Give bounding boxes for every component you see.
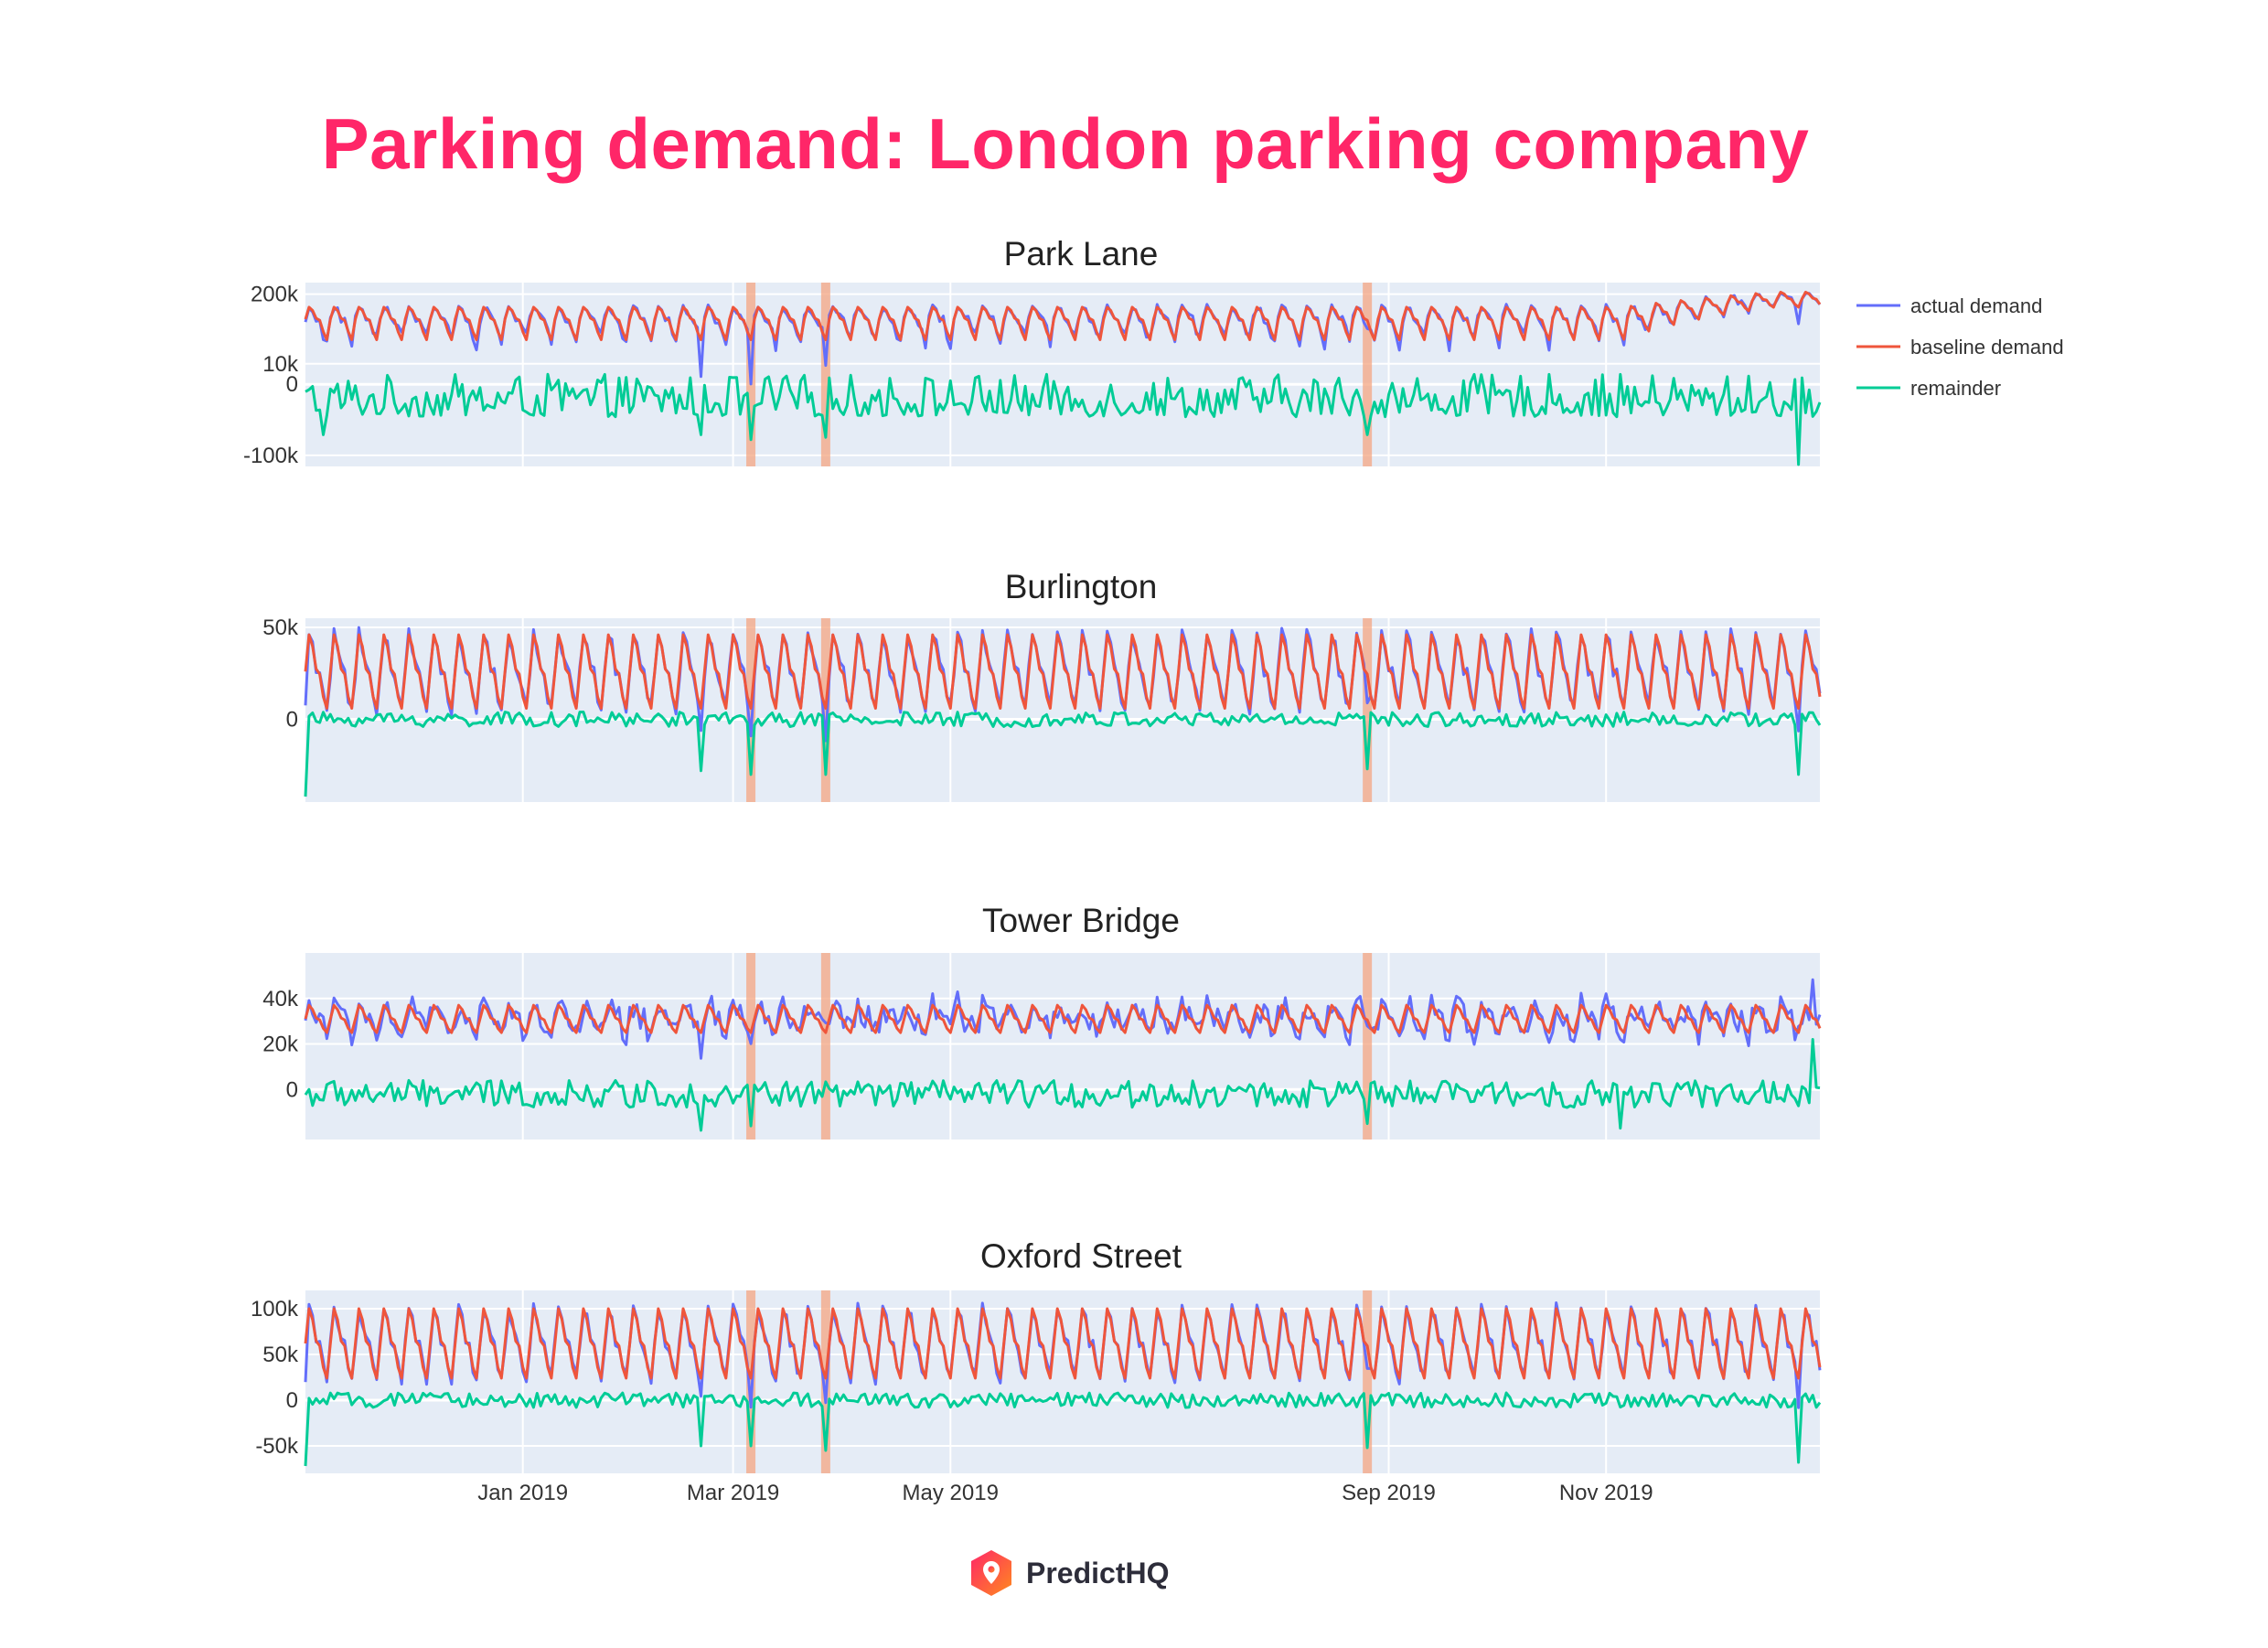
panel-burlington: Burlington 50k 0: [262, 568, 1822, 802]
series-line-remainder: [305, 372, 1822, 466]
y-tick-label: 0: [286, 1388, 298, 1413]
series-line-remainder: [304, 1038, 1821, 1132]
panel-title: Park Lane: [1004, 235, 1159, 273]
chart-panels: Park Lane200k10k0-100kBurlington50k0Towe…: [243, 235, 1822, 1473]
panel-oxford-street: Oxford Street 100k 50k 0 -50k: [251, 1237, 1822, 1473]
event-band: [820, 618, 830, 802]
y-tick-label: 50k: [262, 615, 299, 640]
series-line-remainder: [304, 711, 1822, 797]
event-band: [820, 283, 830, 466]
panel-tower-bridge: Tower Bridge 40k 20k 0: [262, 902, 1822, 1140]
y-tick-label: 40k: [262, 987, 299, 1011]
event-band: [1363, 953, 1373, 1140]
event-band: [746, 1290, 756, 1473]
event-band: [746, 953, 756, 1140]
legend-item: remainder: [1910, 377, 2001, 400]
y-tick-label: 20k: [262, 1033, 299, 1057]
panel-title: Tower Bridge: [982, 902, 1180, 939]
event-band: [820, 953, 830, 1140]
panel-title: Burlington: [1005, 568, 1158, 605]
y-tick-label: 50k: [262, 1343, 299, 1367]
footer-brand: PredictHQ: [1026, 1556, 1170, 1589]
x-tick-label: May 2019: [903, 1481, 999, 1505]
series-line-baseline-demand: [304, 1003, 1822, 1034]
page-title: Parking demand: London parking company: [321, 103, 1810, 184]
plot-area: [305, 953, 1820, 1140]
y-tick-label: 0: [286, 1077, 298, 1102]
y-tick-label: 200k: [251, 283, 299, 307]
panel-title: Oxford Street: [980, 1237, 1182, 1275]
series-line-remainder: [304, 1391, 1822, 1467]
legend-item: baseline demand: [1910, 336, 2064, 358]
legend-item: actual demand: [1910, 294, 2042, 317]
series-line-baseline-demand: [304, 290, 1822, 341]
event-band: [1363, 618, 1373, 802]
y-tick-label: 10k: [262, 352, 299, 377]
footer: PredictHQ: [969, 1547, 1169, 1599]
x-axis: Jan 2019 Mar 2019 May 2019 Sep 2019 Nov 2019: [477, 1481, 1653, 1505]
y-tick-label: -50k: [255, 1434, 299, 1459]
legend: actual demand baseline demand remainder: [1856, 294, 2064, 400]
series-line-baseline-demand: [304, 1307, 1822, 1380]
event-band: [746, 618, 756, 802]
x-tick-label: Jan 2019: [477, 1481, 568, 1505]
y-tick-label: 0: [286, 372, 298, 397]
x-tick-label: Sep 2019: [1342, 1481, 1436, 1505]
series-line-baseline-demand: [304, 633, 1822, 710]
event-band: [1363, 1290, 1373, 1473]
x-tick-label: Mar 2019: [687, 1481, 779, 1505]
predicthq-location-pin-icon: [971, 1550, 1011, 1596]
x-tick-label: Nov 2019: [1559, 1481, 1653, 1505]
y-tick-label: 0: [286, 708, 298, 733]
y-tick-label: 100k: [251, 1297, 299, 1322]
event-band: [1363, 283, 1373, 466]
y-tick-label: -100k: [243, 444, 299, 468]
